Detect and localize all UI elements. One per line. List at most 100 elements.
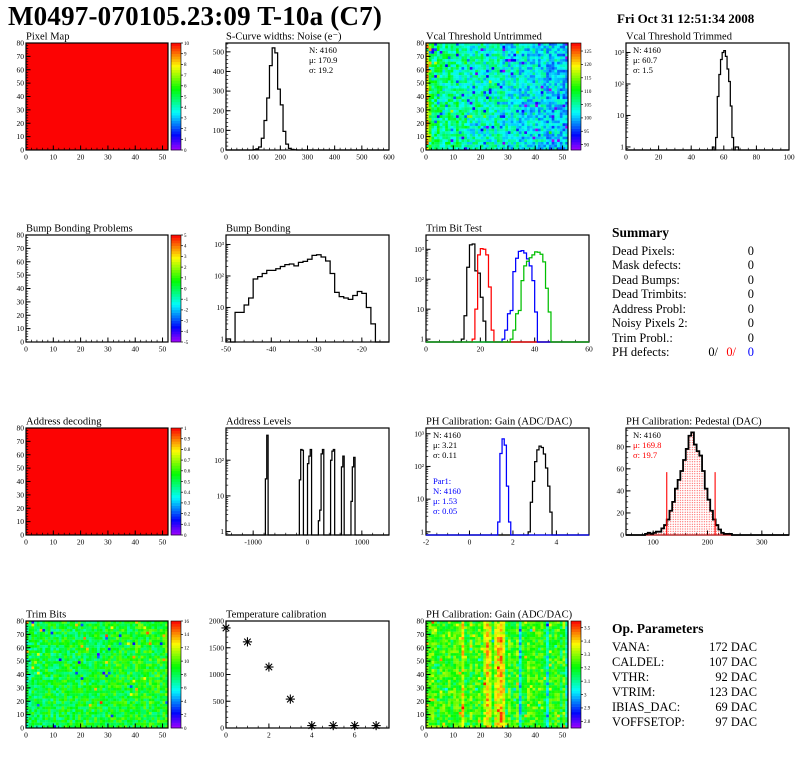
svg-text:600: 600: [383, 153, 395, 162]
svg-text:80: 80: [17, 424, 25, 433]
ph-defects-values: 0/0/0: [708, 345, 754, 359]
svg-text:50: 50: [159, 153, 167, 162]
svg-text:10: 10: [50, 538, 58, 547]
svg-text:50: 50: [417, 79, 425, 88]
svg-text:7: 7: [184, 74, 187, 79]
svg-text:0: 0: [24, 345, 28, 354]
op-parameter-row: CALDEL: 107 DAC: [612, 654, 757, 669]
svg-text:60: 60: [17, 65, 25, 74]
svg-text:σ: 0.05: σ: 0.05: [433, 506, 457, 516]
svg-text:0: 0: [184, 287, 187, 292]
svg-text:60: 60: [585, 345, 593, 354]
svg-text:200: 200: [213, 106, 225, 115]
svg-text:400: 400: [329, 153, 341, 162]
svg-text:40: 40: [17, 92, 25, 101]
svg-text:-5: -5: [184, 341, 189, 346]
svg-text:30: 30: [104, 345, 112, 354]
svg-text:μ: 3.21: μ: 3.21: [433, 440, 457, 450]
svg-text:μ: 1.53: μ: 1.53: [433, 496, 457, 506]
svg-text:N: 4160: N: 4160: [433, 486, 461, 496]
chart-trim-bit-test: 0 20 40 60 1 10 10² 10³ Trim Bit Test: [400, 222, 596, 357]
svg-text:40: 40: [687, 153, 695, 162]
op-parameter-row: VOFFSETOP: 97 DAC: [612, 714, 757, 729]
svg-text:2: 2: [184, 127, 187, 132]
op-parameters-panel: Op. Parameters VANA: 172 DAC CALDEL: 107 D…: [612, 621, 757, 730]
svg-text:60: 60: [617, 464, 625, 473]
svg-text:10²: 10²: [614, 80, 625, 89]
svg-text:10²: 10²: [414, 462, 425, 471]
svg-text:N: 4160: N: 4160: [633, 45, 661, 55]
svg-text:20: 20: [655, 153, 663, 162]
svg-text:0: 0: [20, 338, 24, 347]
svg-text:6: 6: [184, 85, 187, 90]
svg-text:0: 0: [220, 146, 224, 155]
svg-text:5: 5: [184, 95, 187, 100]
svg-text:110: 110: [584, 90, 592, 95]
svg-text:115: 115: [584, 77, 592, 82]
svg-text:10: 10: [184, 42, 190, 47]
summary-row: Address Probl: 0: [612, 301, 754, 316]
svg-text:80: 80: [617, 442, 625, 451]
svg-text:105: 105: [584, 103, 592, 108]
svg-text:10²: 10²: [214, 272, 225, 281]
vcal-untrimmed-plot: 0 10 20 30 40 50 0 10 20 30 40 50 60 70 80 125 120 115 110…: [417, 32, 593, 162]
chart-ph-pedestal: 100 200 300 0 20 40 60 80 N: 4160 μ: 169.8 σ: 19.7…: [600, 415, 796, 550]
svg-text:-20: -20: [357, 345, 367, 354]
svg-text:100: 100: [584, 117, 592, 122]
svg-text:80: 80: [17, 231, 25, 240]
svg-text:10³: 10³: [214, 240, 225, 249]
svg-text:40: 40: [417, 92, 425, 101]
svg-text:-30: -30: [312, 345, 322, 354]
svg-text:80: 80: [417, 39, 425, 48]
svg-text:0: 0: [184, 534, 187, 539]
svg-text:60: 60: [17, 450, 25, 459]
svg-text:S-Curve widths: Noise (e⁻): S-Curve widths: Noise (e⁻): [226, 32, 342, 43]
svg-text:30: 30: [17, 297, 25, 306]
svg-text:1: 1: [420, 335, 424, 344]
chart-vcal-untrimmed: 0 10 20 30 40 50 0 10 20 30 40 50 60 70 80 125 120 115 110…: [400, 30, 596, 165]
svg-text:N: 4160: N: 4160: [633, 430, 661, 440]
svg-text:10³: 10³: [614, 48, 625, 57]
svg-text:-2: -2: [423, 538, 429, 547]
svg-text:10: 10: [17, 324, 25, 333]
svg-text:10³: 10³: [414, 245, 425, 254]
svg-text:0: 0: [624, 153, 628, 162]
svg-text:4: 4: [555, 538, 559, 547]
svg-text:20: 20: [17, 119, 25, 128]
svg-text:μ: 60.7: μ: 60.7: [633, 55, 658, 65]
op-parameter-row: IBIAS_DAC: 69 DAC: [612, 699, 757, 714]
svg-text:40: 40: [131, 538, 139, 547]
op-parameter-row: VTHR: 92 DAC: [612, 669, 757, 684]
svg-text:-4: -4: [184, 330, 189, 335]
svg-text:10: 10: [50, 345, 58, 354]
svg-text:PH Calibration: Pedestal (DAC): PH Calibration: Pedestal (DAC): [626, 417, 762, 428]
svg-text:300: 300: [756, 538, 768, 547]
svg-text:30: 30: [417, 105, 425, 114]
chart-address-levels: -1000 0 1000 1 10 10² Address Levels: [200, 415, 396, 550]
svg-text:40: 40: [17, 284, 25, 293]
svg-text:500: 500: [213, 47, 225, 56]
svg-text:200: 200: [702, 538, 714, 547]
svg-text:1: 1: [184, 138, 187, 143]
svg-text:95: 95: [584, 130, 590, 135]
svg-text:300: 300: [213, 87, 225, 96]
svg-text:120: 120: [584, 63, 592, 68]
svg-text:20: 20: [77, 538, 85, 547]
svg-text:100: 100: [213, 126, 225, 135]
svg-text:PH Calibration: Gain (ADC/DAC): PH Calibration: Gain (ADC/DAC): [426, 417, 573, 428]
svg-text:30: 30: [104, 538, 112, 547]
svg-text:70: 70: [17, 52, 25, 61]
svg-text:0.5: 0.5: [184, 480, 191, 485]
svg-text:0: 0: [24, 153, 28, 162]
svg-text:-40: -40: [266, 345, 276, 354]
svg-text:σ: 1.5: σ: 1.5: [633, 65, 653, 75]
svg-text:10: 10: [17, 517, 25, 526]
summary-row-ph-defects: PH defects: 0/0/0: [612, 345, 754, 359]
svg-text:100: 100: [783, 153, 795, 162]
svg-text:30: 30: [17, 105, 25, 114]
svg-text:10: 10: [417, 495, 425, 504]
